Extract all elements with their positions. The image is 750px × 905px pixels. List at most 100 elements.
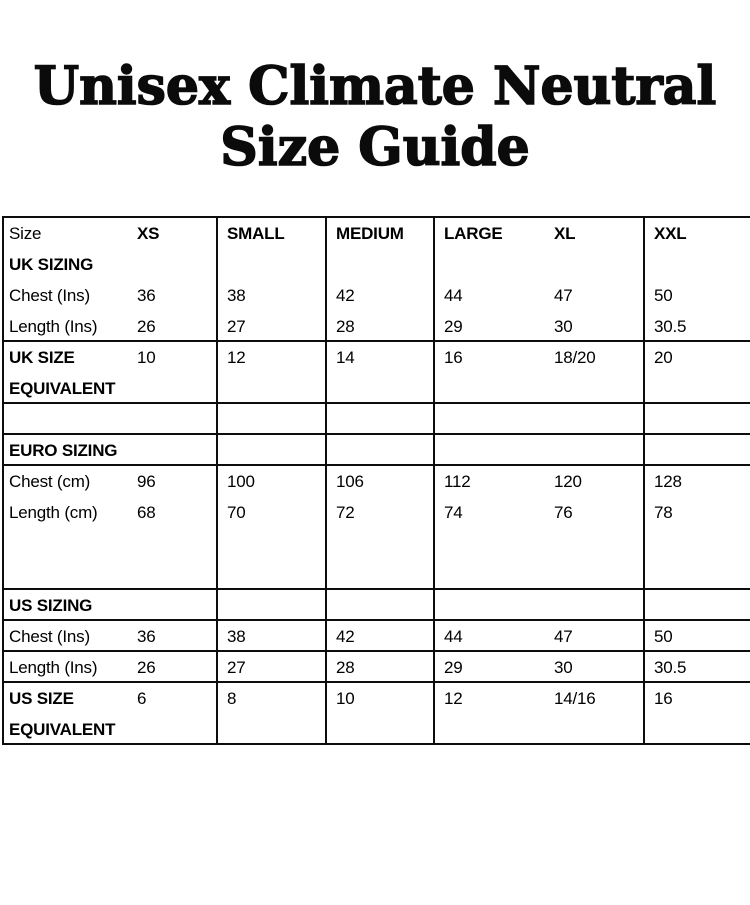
- empty-cell: [128, 590, 218, 619]
- uk-sizing-heading: UK SIZING: [9, 255, 94, 274]
- us-equivalent-small: 8: [218, 683, 327, 743]
- us-chest-medium: 42: [327, 621, 435, 650]
- us-sizing-heading-row: US SIZING: [4, 590, 750, 621]
- us-equivalent-row: US SIZE EQUIVALENT 6 8 10 12 14/16 16: [4, 683, 750, 745]
- empty-cell: [4, 404, 128, 433]
- uk-equivalent-xs: 10: [128, 342, 218, 402]
- empty-cell: [645, 528, 750, 588]
- empty-cell: [645, 435, 750, 464]
- empty-cell: [545, 249, 645, 280]
- us-length-xxl: 30.5: [654, 658, 687, 677]
- uk-equivalent-medium: 14: [327, 342, 435, 402]
- uk-equivalent-small: 12: [218, 342, 327, 402]
- us-equivalent-large: 12: [444, 689, 463, 708]
- euro-length-label: Length (cm): [9, 503, 98, 522]
- us-chest-xs: 36: [128, 621, 218, 650]
- euro-length-xs: 68: [128, 497, 218, 528]
- empty-cell: [435, 249, 545, 280]
- euro-sizing-heading: EURO SIZING: [9, 441, 118, 460]
- empty-cell: [128, 404, 218, 433]
- uk-chest-large: 44: [444, 286, 463, 305]
- us-equivalent-xl: 14/16: [545, 683, 645, 743]
- uk-length-xs: 26: [128, 311, 218, 340]
- empty-cell: [545, 590, 645, 619]
- euro-length-xl: 76: [545, 497, 645, 528]
- empty-cell: [327, 528, 435, 588]
- us-chest-row: Chest (Ins) 36 38 42 44 47 50: [4, 621, 750, 652]
- uk-length-medium: 28: [327, 311, 435, 340]
- us-equivalent-medium: 10: [327, 683, 435, 743]
- uk-chest-xxl: 50: [654, 286, 673, 305]
- uk-chest-xl: 47: [545, 280, 645, 311]
- us-length-row: Length (Ins) 26 27 28 29 30 30.5: [4, 652, 750, 683]
- us-equivalent-xxl: 16: [654, 689, 673, 708]
- empty-cell: [327, 404, 435, 433]
- uk-length-row: Length (Ins) 26 27 28 29 30 30.5: [4, 311, 750, 342]
- empty-cell: [128, 249, 218, 280]
- empty-cell: [218, 435, 327, 464]
- us-sizing-heading: US SIZING: [9, 596, 93, 615]
- size-guide-table: Size XS SMALL MEDIUM LARGE XL XXL UK SIZ…: [2, 216, 750, 745]
- header-xs: XS: [128, 218, 218, 249]
- euro-sizing-heading-row: EURO SIZING: [4, 435, 750, 466]
- empty-cell: [545, 435, 645, 464]
- uk-equivalent-large: 16: [444, 348, 463, 367]
- uk-equivalent-xxl: 20: [654, 348, 673, 367]
- uk-sizing-heading-row: UK SIZING: [4, 249, 750, 280]
- us-chest-small: 38: [218, 621, 327, 650]
- empty-cell: [218, 249, 327, 280]
- us-chest-large: 44: [444, 627, 463, 646]
- euro-chest-xxl: 128: [654, 472, 682, 491]
- euro-chest-medium: 106: [327, 466, 435, 497]
- header-xxl: XXL: [654, 224, 687, 243]
- us-chest-label: Chest (Ins): [9, 627, 90, 646]
- empty-cell: [218, 590, 327, 619]
- empty-cell: [645, 404, 750, 433]
- header-xl: XL: [545, 218, 645, 249]
- empty-cell: [327, 435, 435, 464]
- us-length-xl: 30: [545, 652, 645, 681]
- uk-length-xxl: 30.5: [654, 317, 687, 336]
- empty-cell: [327, 590, 435, 619]
- uk-chest-label: Chest (Ins): [9, 286, 90, 305]
- spacer-row: [4, 404, 750, 435]
- euro-chest-large: 112: [444, 472, 471, 491]
- us-length-small: 27: [218, 652, 327, 681]
- spacer-row: [4, 528, 750, 590]
- euro-chest-xs: 96: [128, 466, 218, 497]
- header-large: LARGE: [444, 224, 503, 243]
- empty-cell: [545, 528, 645, 588]
- us-equivalent-label: US SIZE EQUIVALENT: [9, 689, 116, 739]
- uk-length-label: Length (Ins): [9, 317, 98, 336]
- empty-cell: [218, 404, 327, 433]
- uk-chest-xs: 36: [128, 280, 218, 311]
- euro-length-xxl: 78: [654, 503, 673, 522]
- us-chest-xl: 47: [545, 621, 645, 650]
- empty-cell: [435, 528, 545, 588]
- header-small: SMALL: [218, 218, 327, 249]
- uk-length-xl: 30: [545, 311, 645, 340]
- us-length-label: Length (Ins): [9, 658, 98, 677]
- us-length-xs: 26: [128, 652, 218, 681]
- page-title-line2: Size Guide: [219, 116, 530, 179]
- empty-cell: [645, 249, 750, 280]
- euro-length-medium: 72: [327, 497, 435, 528]
- empty-cell: [435, 404, 545, 433]
- us-chest-xxl: 50: [654, 627, 673, 646]
- us-length-medium: 28: [327, 652, 435, 681]
- euro-chest-row: Chest (cm) 96 100 106 112 120 128: [4, 466, 750, 497]
- empty-cell: [128, 435, 218, 464]
- empty-cell: [545, 404, 645, 433]
- empty-cell: [645, 590, 750, 619]
- header-medium: MEDIUM: [327, 218, 435, 249]
- euro-length-small: 70: [218, 497, 327, 528]
- uk-equivalent-xl: 18/20: [545, 342, 645, 402]
- euro-chest-small: 100: [218, 466, 327, 497]
- header-size-label: Size: [9, 224, 42, 243]
- uk-chest-row: Chest (Ins) 36 38 42 44 47 50: [4, 280, 750, 311]
- empty-cell: [435, 590, 545, 619]
- header-row: Size XS SMALL MEDIUM LARGE XL XXL: [4, 218, 750, 249]
- empty-cell: [327, 249, 435, 280]
- empty-cell: [218, 528, 327, 588]
- euro-length-row: Length (cm) 68 70 72 74 76 78: [4, 497, 750, 528]
